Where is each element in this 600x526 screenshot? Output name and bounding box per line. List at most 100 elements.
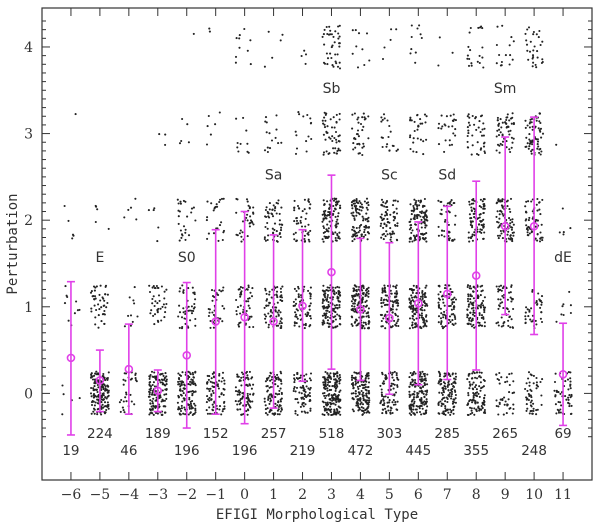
data-point <box>93 412 96 415</box>
data-point <box>440 391 443 395</box>
data-point <box>275 230 278 233</box>
data-point <box>191 392 194 395</box>
data-point <box>338 24 341 27</box>
data-point <box>324 316 327 319</box>
data-point <box>333 373 336 376</box>
data-point <box>277 199 280 202</box>
data-point <box>560 404 563 407</box>
data-point <box>534 237 537 240</box>
data-point <box>270 212 273 215</box>
data-point <box>440 378 443 381</box>
data-point <box>437 321 440 324</box>
data-point <box>410 400 413 403</box>
data-point <box>420 218 423 221</box>
type-annotation: S0 <box>178 250 196 266</box>
data-point <box>194 384 197 387</box>
data-point <box>466 403 469 407</box>
data-point <box>525 396 528 399</box>
data-point <box>334 318 337 321</box>
data-point <box>105 397 108 400</box>
data-point <box>361 116 364 119</box>
data-point <box>339 323 342 326</box>
data-point <box>509 210 512 213</box>
data-point <box>454 382 457 385</box>
data-point <box>380 299 383 302</box>
data-point <box>382 317 385 320</box>
data-point <box>443 123 446 126</box>
data-point <box>355 45 358 48</box>
data-point <box>267 396 270 400</box>
data-point <box>418 314 421 317</box>
data-point <box>501 237 504 240</box>
data-point <box>328 220 331 223</box>
data-point <box>497 290 500 293</box>
data-point <box>266 146 269 149</box>
data-point <box>367 226 370 229</box>
data-point <box>420 226 423 229</box>
data-point <box>410 324 414 327</box>
data-point <box>364 376 367 380</box>
data-point <box>495 62 498 65</box>
data-point <box>511 326 514 329</box>
data-point <box>481 289 484 292</box>
data-point <box>154 411 158 415</box>
data-point <box>103 322 106 325</box>
data-point <box>324 306 327 309</box>
data-point <box>247 204 250 207</box>
data-point <box>92 410 95 413</box>
data-point <box>353 371 356 374</box>
data-point <box>538 129 541 132</box>
data-point <box>532 402 535 405</box>
data-point <box>511 240 514 243</box>
data-point <box>365 399 368 402</box>
data-point <box>412 234 415 237</box>
data-point <box>245 309 248 313</box>
data-point <box>194 219 197 222</box>
data-point <box>149 385 153 388</box>
data-point <box>528 138 531 141</box>
data-point <box>448 305 451 308</box>
data-point <box>211 385 214 388</box>
data-point <box>410 287 413 291</box>
data-point <box>531 128 534 131</box>
data-point <box>162 374 165 377</box>
data-point <box>330 388 333 391</box>
data-point <box>418 375 421 378</box>
data-point <box>358 229 361 232</box>
data-point <box>271 376 274 379</box>
data-point <box>498 53 501 57</box>
data-point <box>381 219 384 222</box>
data-point <box>238 322 241 325</box>
data-point <box>223 307 226 310</box>
data-point <box>107 394 110 397</box>
data-point <box>295 134 298 137</box>
data-point <box>421 293 424 297</box>
data-point <box>362 324 365 327</box>
data-point <box>450 395 453 398</box>
data-point <box>265 206 268 209</box>
data-point <box>281 299 284 302</box>
data-point <box>188 396 191 399</box>
data-point <box>296 309 299 312</box>
data-point <box>332 210 335 213</box>
data-point <box>512 380 515 383</box>
data-point <box>526 28 529 31</box>
data-point <box>502 413 505 416</box>
data-point <box>151 383 154 387</box>
data-point <box>335 113 338 116</box>
data-point <box>280 317 283 321</box>
data-point <box>179 380 182 383</box>
data-point <box>237 400 240 403</box>
data-point <box>417 199 420 202</box>
data-point <box>309 297 312 300</box>
data-point <box>498 304 501 307</box>
data-point <box>275 294 278 297</box>
data-point <box>468 213 471 216</box>
data-point <box>326 315 329 319</box>
data-point <box>206 200 209 203</box>
data-point <box>469 285 472 288</box>
data-point <box>396 224 399 227</box>
data-point <box>248 225 251 228</box>
data-point <box>355 226 358 230</box>
data-point <box>322 122 325 125</box>
